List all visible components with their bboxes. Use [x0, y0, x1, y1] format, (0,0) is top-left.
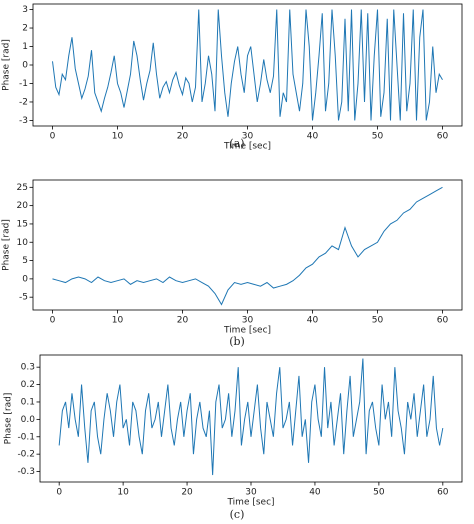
- x-tick-label: 30: [242, 316, 254, 326]
- y-tick-label: 0.2: [21, 380, 35, 390]
- y-tick-label: 15: [17, 219, 28, 229]
- y-axis-label: Phase [rad]: [4, 393, 14, 445]
- y-axis-label: Phase [rad]: [2, 39, 12, 91]
- y-tick-label: 0: [22, 274, 28, 284]
- x-axis-label: Time [sec]: [223, 326, 271, 336]
- plot-frame: [39, 354, 463, 483]
- y-tick-label: -2: [19, 97, 28, 107]
- y-tick-label: 1: [22, 42, 28, 52]
- x-tick-label: 20: [177, 132, 189, 142]
- y-tick-label: -0.3: [17, 467, 35, 477]
- plot-frame: [32, 3, 463, 127]
- x-tick-label: 30: [245, 488, 257, 498]
- y-tick-label: 2: [22, 24, 28, 34]
- x-tick-label: 0: [56, 488, 62, 498]
- x-tick-label: 50: [373, 488, 385, 498]
- x-tick-label: 10: [117, 488, 129, 498]
- y-tick-label: 0.3: [21, 363, 35, 373]
- x-tick-label: 40: [309, 488, 321, 498]
- y-tick-label: 3: [22, 5, 28, 15]
- x-axis-label: Time [sec]: [226, 498, 274, 508]
- x-tick-label: 60: [437, 316, 449, 326]
- y-tick-label: 5: [22, 256, 28, 266]
- x-tick-label: 20: [181, 488, 193, 498]
- line-series: [52, 186, 443, 306]
- y-tick-label: 0.1: [21, 397, 35, 407]
- y-tick-label: 0: [22, 61, 28, 71]
- y-tick-label: 0.0: [21, 415, 36, 425]
- x-tick-label: 60: [437, 132, 449, 142]
- line-series: [52, 9, 443, 121]
- y-tick-label: 20: [17, 201, 29, 211]
- x-tick-label: 10: [112, 316, 124, 326]
- y-tick-label: 25: [17, 183, 28, 193]
- x-tick-label: 60: [437, 488, 449, 498]
- x-tick-label: 50: [372, 316, 384, 326]
- plot-frame: [32, 179, 463, 311]
- x-tick-label: 20: [177, 316, 189, 326]
- x-tick-label: 10: [112, 132, 124, 142]
- x-tick-label: 0: [50, 316, 56, 326]
- y-axis-label: Phase [rad]: [2, 219, 12, 271]
- y-tick-label: -1: [19, 79, 28, 89]
- y-tick-label: -3: [19, 116, 28, 126]
- x-tick-label: 50: [372, 132, 384, 142]
- x-tick-label: 40: [307, 132, 319, 142]
- line-series: [58, 358, 444, 476]
- caption: (a): [229, 137, 244, 150]
- x-tick-label: 30: [242, 132, 254, 142]
- x-axis-label: Time [sec]: [223, 142, 271, 152]
- y-tick-label: -0.2: [17, 450, 35, 460]
- x-tick-label: 0: [50, 132, 56, 142]
- y-tick-label: -0.1: [17, 432, 35, 442]
- x-tick-label: 40: [307, 316, 319, 326]
- caption: (c): [230, 508, 245, 521]
- y-tick-label: -5: [19, 293, 28, 303]
- y-tick-label: 10: [17, 238, 29, 248]
- caption: (b): [229, 335, 245, 348]
